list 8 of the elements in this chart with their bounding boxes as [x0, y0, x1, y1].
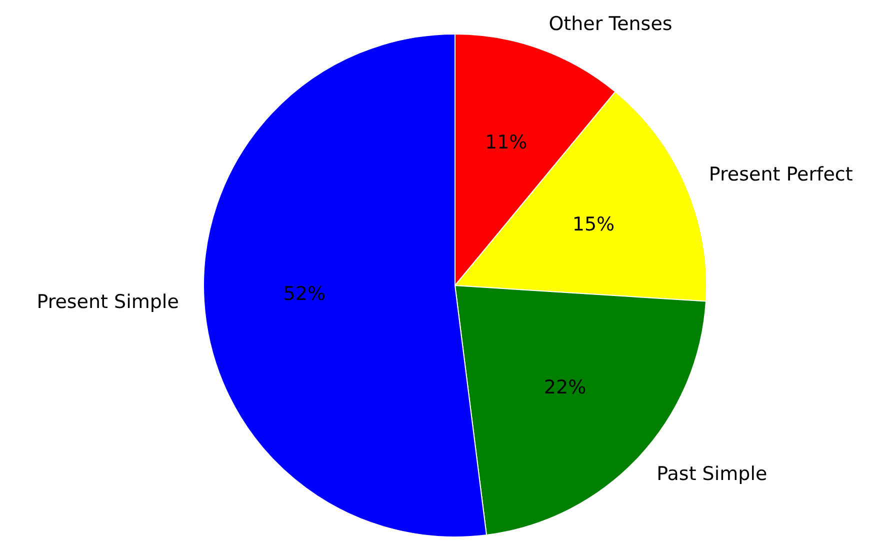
data-label: 22% — [544, 376, 586, 399]
slice-label: Other Tenses — [548, 13, 672, 36]
slice-label: Past Simple — [656, 462, 768, 485]
slice-label: Present Simple — [36, 290, 179, 313]
data-label: 11% — [485, 131, 528, 154]
data-label: 52% — [283, 282, 326, 305]
data-label: 15% — [572, 214, 615, 236]
slice-label: Present Perfect — [708, 164, 853, 186]
